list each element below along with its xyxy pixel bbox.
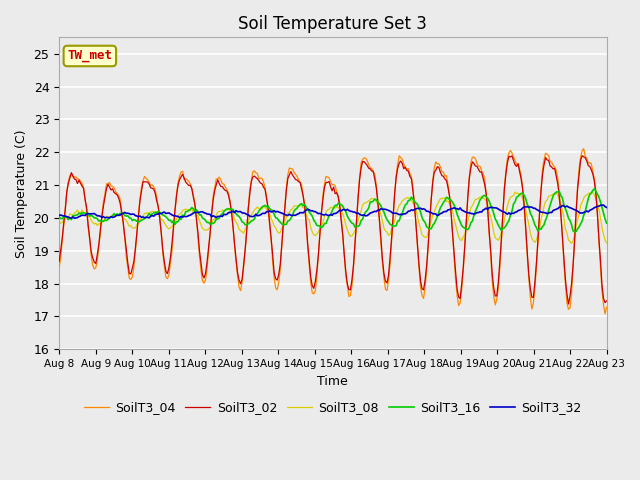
SoilT3_08 <box>568 240 575 246</box>
Line: SoilT3_08: SoilT3_08 <box>59 192 607 243</box>
SoilT3_04 <box>246 186 253 192</box>
SoilT3_08 <box>55 219 63 225</box>
SoilT3_32 <box>603 204 611 210</box>
SoilT3_16 <box>218 211 226 217</box>
SoilT3_08 <box>246 214 253 220</box>
Line: SoilT3_02: SoilT3_02 <box>59 156 607 304</box>
Y-axis label: Soil Temperature (C): Soil Temperature (C) <box>15 129 28 258</box>
SoilT3_08 <box>603 240 611 246</box>
SoilT3_08 <box>122 217 130 223</box>
SoilT3_08 <box>511 189 519 195</box>
SoilT3_16 <box>55 214 63 219</box>
SoilT3_02 <box>55 259 63 264</box>
SoilT3_02 <box>246 192 253 197</box>
Legend: SoilT3_04, SoilT3_02, SoilT3_08, SoilT3_16, SoilT3_32: SoilT3_04, SoilT3_02, SoilT3_08, SoilT3_… <box>79 396 587 419</box>
SoilT3_32 <box>600 202 607 208</box>
SoilT3_32 <box>124 210 132 216</box>
SoilT3_04 <box>580 146 588 152</box>
SoilT3_32 <box>296 210 304 216</box>
SoilT3_02 <box>579 153 586 158</box>
SoilT3_32 <box>70 216 78 221</box>
X-axis label: Time: Time <box>317 374 348 387</box>
SoilT3_16 <box>603 220 611 226</box>
SoilT3_32 <box>55 213 63 218</box>
SoilT3_32 <box>220 211 228 217</box>
Line: SoilT3_16: SoilT3_16 <box>59 189 607 232</box>
SoilT3_16 <box>122 213 130 219</box>
SoilT3_02 <box>237 281 244 287</box>
SoilT3_02 <box>122 246 130 252</box>
SoilT3_32 <box>238 210 246 216</box>
SoilT3_16 <box>294 203 302 209</box>
SoilT3_02 <box>573 186 581 192</box>
SoilT3_08 <box>237 228 244 233</box>
SoilT3_02 <box>218 184 226 190</box>
SoilT3_04 <box>572 209 580 215</box>
Line: SoilT3_04: SoilT3_04 <box>59 149 607 314</box>
SoilT3_16 <box>591 186 598 192</box>
SoilT3_04 <box>294 177 302 182</box>
SoilT3_16 <box>246 220 253 226</box>
SoilT3_16 <box>237 216 244 222</box>
SoilT3_32 <box>573 208 581 214</box>
SoilT3_32 <box>248 214 255 219</box>
SoilT3_16 <box>571 229 579 235</box>
SoilT3_04 <box>122 254 130 260</box>
SoilT3_02 <box>294 179 302 184</box>
SoilT3_16 <box>573 226 581 232</box>
SoilT3_04 <box>55 264 63 270</box>
Line: SoilT3_32: SoilT3_32 <box>59 205 607 218</box>
SoilT3_04 <box>601 311 609 317</box>
SoilT3_04 <box>237 288 244 293</box>
Text: TW_met: TW_met <box>67 49 113 62</box>
SoilT3_02 <box>564 301 572 307</box>
SoilT3_04 <box>218 181 226 187</box>
SoilT3_04 <box>603 304 611 310</box>
SoilT3_08 <box>575 212 583 217</box>
SoilT3_08 <box>294 203 302 209</box>
SoilT3_08 <box>218 207 226 213</box>
SoilT3_02 <box>603 298 611 304</box>
Title: Soil Temperature Set 3: Soil Temperature Set 3 <box>239 15 428 33</box>
